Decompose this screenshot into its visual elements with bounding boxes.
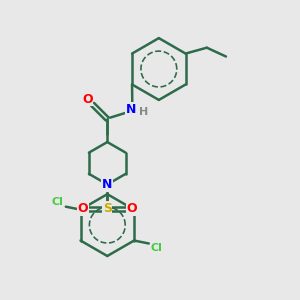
Text: N: N [126, 103, 136, 116]
Text: O: O [82, 93, 93, 106]
Text: N: N [102, 178, 112, 191]
Text: Cl: Cl [151, 243, 163, 253]
Text: H: H [139, 107, 148, 117]
Text: Cl: Cl [52, 197, 64, 207]
Text: O: O [127, 202, 137, 215]
Text: S: S [103, 202, 112, 215]
Text: O: O [77, 202, 88, 215]
